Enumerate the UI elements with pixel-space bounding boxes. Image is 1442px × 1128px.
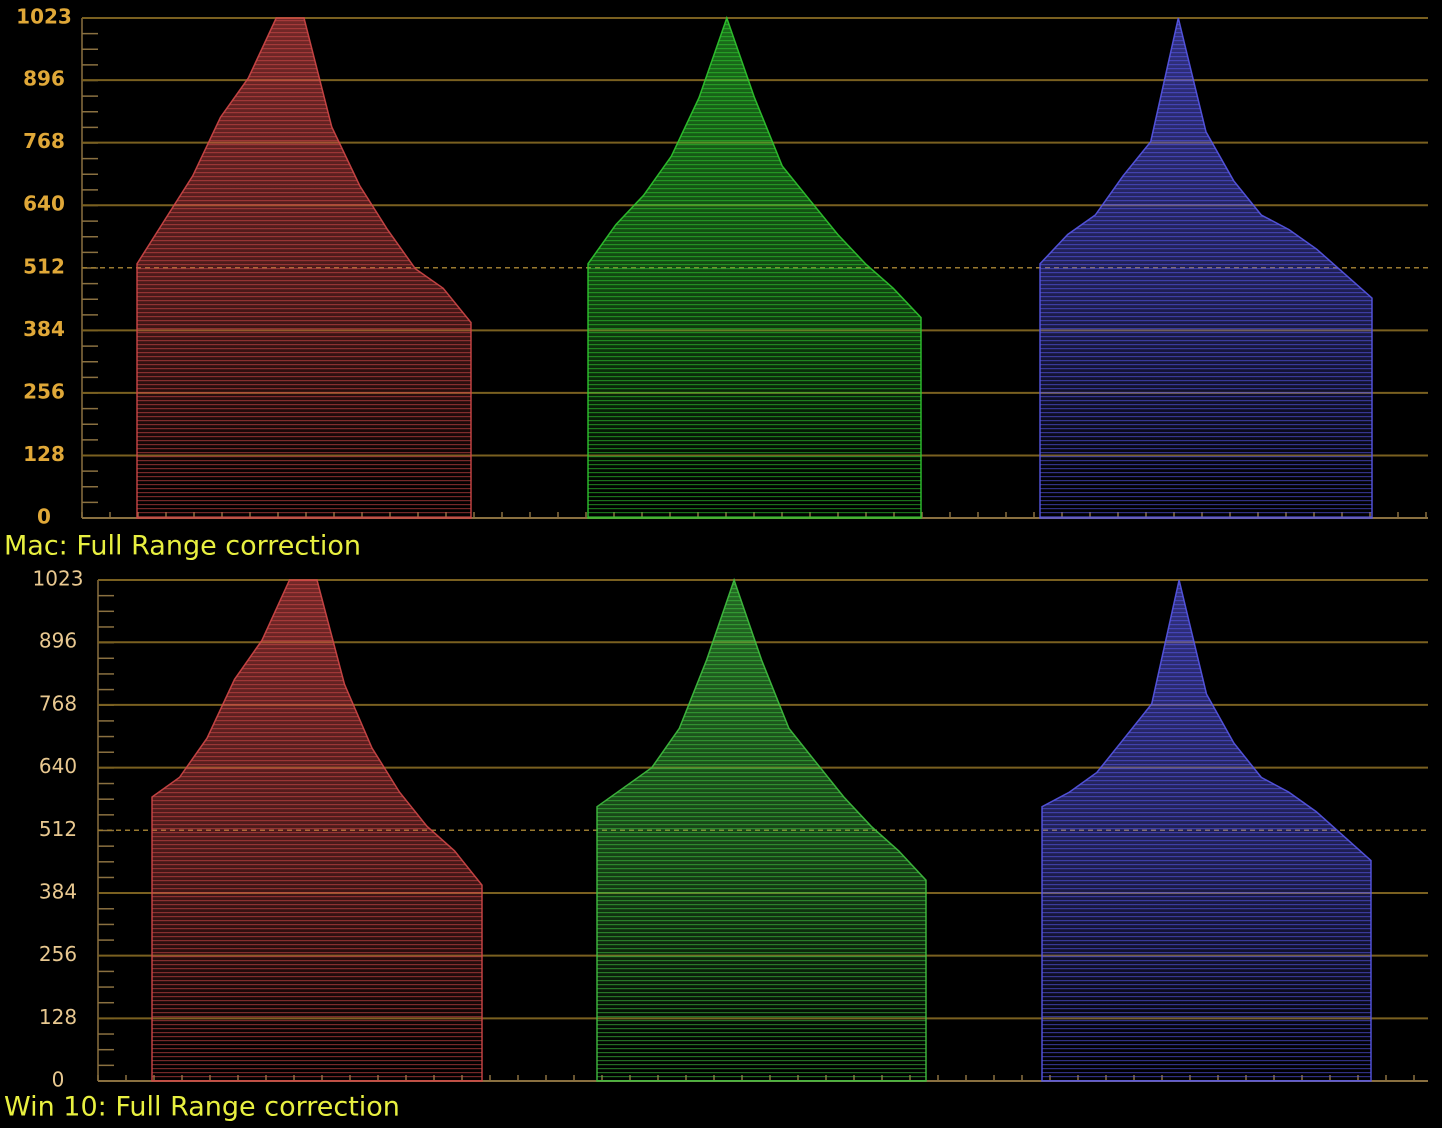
waveform-texture bbox=[137, 18, 471, 518]
waveform-edge bbox=[151, 579, 483, 1082]
y-tick-label: 256 bbox=[23, 379, 65, 403]
y-tick-label: 0 bbox=[52, 1068, 65, 1092]
y-tick-label: 640 bbox=[39, 754, 77, 778]
waveform-edge bbox=[1041, 579, 1372, 1082]
y-tick-label: 128 bbox=[39, 1005, 77, 1029]
y-tick-label: 768 bbox=[23, 129, 65, 153]
caption: Mac: Full Range correction bbox=[4, 531, 361, 562]
waveform-texture bbox=[1042, 580, 1371, 1081]
y-tick-label: 1023 bbox=[16, 5, 72, 29]
y-tick-label: 512 bbox=[39, 817, 77, 841]
waveform-texture bbox=[1040, 18, 1372, 518]
y-tick-label: 0 bbox=[37, 505, 51, 529]
waveform-edge bbox=[136, 17, 472, 519]
waveform-edge bbox=[587, 15, 922, 519]
waveform-edge bbox=[596, 577, 927, 1082]
caption: Win 10: Full Range correction bbox=[4, 1092, 400, 1123]
y-tick-label: 128 bbox=[23, 442, 65, 466]
y-tick-label: 512 bbox=[23, 254, 65, 278]
waveform-texture bbox=[588, 18, 921, 518]
y-tick-label: 256 bbox=[39, 942, 77, 966]
waveform-texture bbox=[597, 580, 926, 1081]
y-tick-label: 640 bbox=[23, 192, 65, 216]
waveform-texture bbox=[152, 580, 482, 1081]
y-tick-label: 384 bbox=[39, 879, 77, 903]
waveform-edge bbox=[1039, 17, 1373, 519]
y-tick-label: 1023 bbox=[33, 567, 84, 591]
y-tick-label: 768 bbox=[39, 691, 77, 715]
y-tick-label: 896 bbox=[23, 67, 65, 91]
y-tick-label: 896 bbox=[39, 629, 77, 653]
y-tick-label: 384 bbox=[23, 317, 65, 341]
